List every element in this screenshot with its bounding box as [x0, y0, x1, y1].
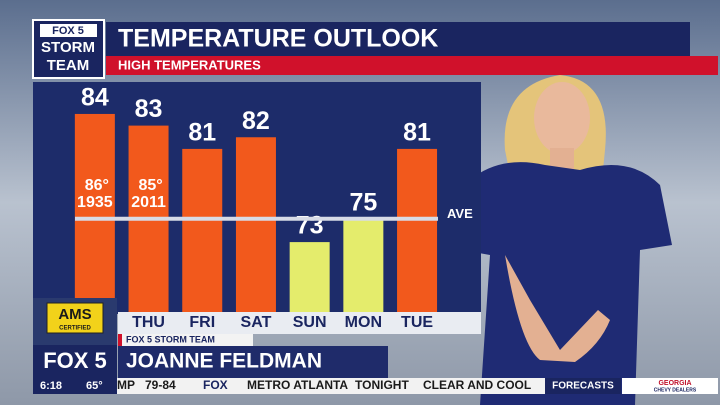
x-tick-label: SAT — [241, 314, 272, 331]
ticker-item: MP — [117, 378, 135, 392]
ticker-item: 79-84 — [145, 378, 176, 392]
chart-title: TEMPERATURE OUTLOOK — [118, 25, 438, 53]
logo-text: FOX 5 — [52, 25, 84, 37]
subtitle-bar — [106, 56, 718, 75]
badge-inner — [46, 302, 104, 334]
x-tick-label: SUN — [293, 314, 327, 331]
sponsor — [622, 378, 718, 394]
team-accent — [118, 334, 122, 346]
logo-text: STORM — [41, 39, 95, 56]
badge-text: AMS — [58, 306, 91, 323]
team-strip — [118, 334, 253, 346]
record-temp: 86° — [85, 177, 109, 194]
station-label: FOX 5 — [43, 348, 107, 373]
bar — [182, 148, 223, 312]
bar-chart: 84 83 THU 81 FRI 82 SAT 73 SUN 75 MON 81 TUE AVE 86°19… — [74, 84, 473, 331]
ticker-section-label: FORECASTS — [552, 381, 614, 392]
bar — [235, 137, 276, 312]
value-label: 84 — [81, 84, 109, 112]
station-box — [33, 345, 117, 378]
record-year: 1935 — [77, 194, 113, 211]
logo-text: TEAM — [47, 57, 90, 74]
ticker-item: METRO ATLANTA — [247, 378, 348, 392]
value-label: 82 — [242, 107, 270, 135]
name-bar — [118, 346, 388, 378]
value-label: 75 — [349, 188, 377, 216]
day-strip — [118, 312, 481, 334]
badge-text: CERTIFIED — [59, 326, 91, 332]
ticker-item: TONIGHT — [355, 378, 409, 392]
logo-top — [40, 24, 97, 37]
sponsor-text: CHEVY DEALERS — [654, 387, 697, 393]
sponsor-text: GEORGIA — [658, 380, 691, 387]
bar — [397, 148, 438, 312]
ticker-clock — [33, 378, 117, 394]
x-tick-label: THU — [132, 314, 165, 331]
ticker-items: MP 79-84 FOX METRO ATLANTA TONIGHT CLEAR AND … — [117, 378, 531, 392]
title-bar — [106, 22, 690, 56]
value-label: 83 — [135, 95, 163, 123]
bar — [74, 113, 115, 312]
ticker-temp: 65° — [86, 380, 103, 392]
team-label: FOX 5 STORM TEAM — [126, 334, 215, 344]
record-temp: 85° — [138, 177, 162, 194]
ticker-time: 6:18 — [40, 380, 62, 392]
record-year: 2011 — [131, 194, 166, 211]
value-label: 81 — [403, 119, 431, 147]
ticker-item: FOX — [203, 378, 228, 392]
ticker-item: CLEAR AND COOL — [423, 378, 531, 392]
ticker-section — [545, 378, 621, 394]
value-label: 73 — [296, 212, 324, 240]
bar — [343, 218, 384, 312]
ticker — [33, 378, 545, 394]
average-label: AVE — [447, 206, 473, 221]
presenter — [462, 75, 672, 405]
x-tick-label: FRI — [189, 314, 215, 331]
bar — [289, 242, 330, 312]
x-tick-label: MON — [345, 314, 382, 331]
presenter-name: JOANNE FELDMAN — [126, 350, 322, 373]
chart-subtitle: HIGH TEMPERATURES — [118, 57, 261, 72]
value-label: 81 — [188, 119, 216, 147]
x-tick-label: TUE — [401, 314, 433, 331]
